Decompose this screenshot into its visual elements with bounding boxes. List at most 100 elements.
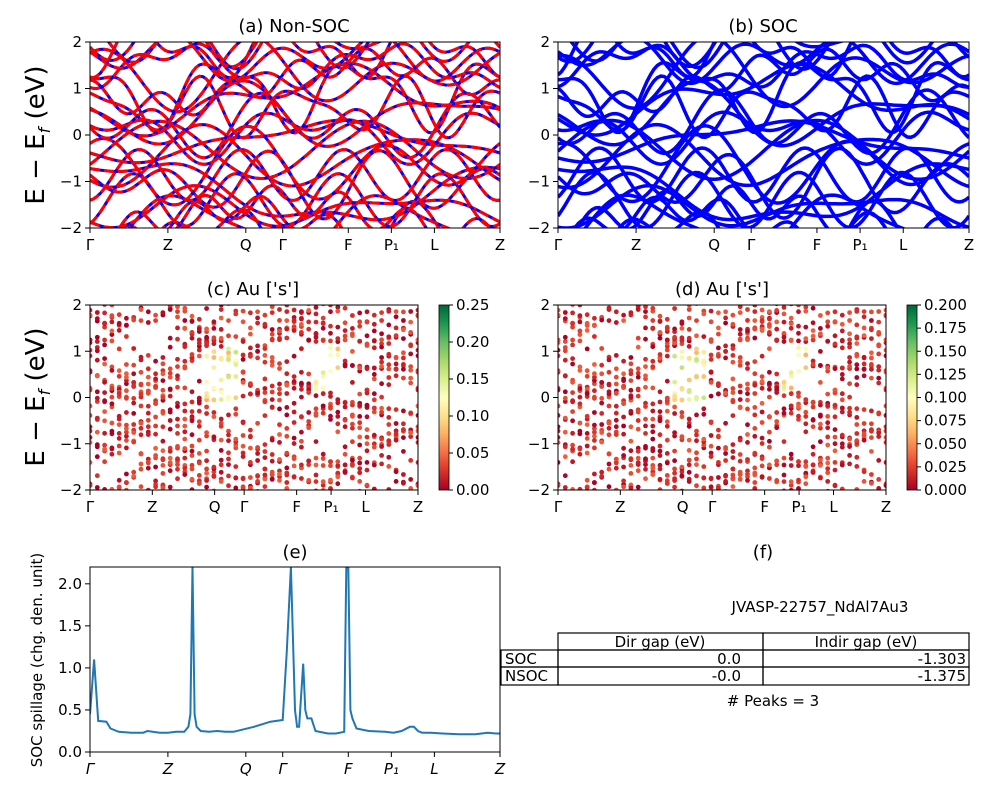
projection-point: [314, 513, 319, 518]
projection-point: [415, 413, 418, 418]
colorbar-tick-label: 0.05: [456, 444, 489, 462]
projection-point: [415, 403, 418, 409]
projection-point: [621, 318, 626, 323]
projection-point: [343, 293, 348, 298]
a-xtick-label: Z: [163, 236, 173, 254]
projection-point: [664, 423, 670, 429]
projection-point: [386, 278, 391, 283]
projection-point: [738, 517, 743, 522]
projection-point: [393, 314, 399, 320]
projection-point: [854, 366, 860, 372]
projection-point: [562, 348, 568, 354]
projection-point: [138, 391, 144, 397]
projection-point: [839, 391, 845, 397]
projection-point: [131, 286, 136, 291]
projection-point: [182, 385, 188, 391]
projection-point: [175, 431, 180, 436]
projection-point: [299, 444, 304, 450]
projection-point: [408, 375, 414, 381]
projection-point: [357, 529, 362, 534]
projection-point: [563, 514, 568, 519]
projection-point: [803, 459, 809, 465]
projection-point: [335, 308, 341, 314]
projection-point: [862, 502, 867, 507]
projection-point: [94, 373, 100, 379]
projection-point: [342, 320, 348, 326]
band-line-red: [90, 123, 500, 189]
projection-point: [357, 300, 362, 305]
projection-point: [342, 424, 348, 430]
projection-point: [306, 478, 312, 483]
projection-point: [161, 297, 166, 302]
projection-point: [650, 326, 656, 331]
projection-point: [328, 309, 333, 315]
projection-point: [723, 451, 728, 456]
projection-point: [657, 399, 663, 405]
projection-point: [745, 457, 750, 462]
projection-point: [401, 499, 406, 504]
projection-point: [745, 406, 750, 412]
projection-point: [109, 428, 115, 434]
projection-point: [393, 373, 399, 379]
projection-point: [175, 336, 180, 342]
projection-point: [175, 290, 180, 295]
panel-d-colorbar: [906, 304, 918, 491]
projection-point: [774, 410, 780, 415]
projection-point: [861, 361, 867, 367]
projection-point: [153, 423, 159, 429]
band-line-red: [90, 162, 500, 222]
projection-point: [701, 362, 707, 367]
projection-point: [124, 388, 129, 394]
projection-point: [876, 330, 882, 335]
projection-point: [291, 374, 297, 379]
projection-point: [313, 455, 319, 461]
projection-point: [182, 416, 188, 422]
projection-point: [335, 324, 341, 330]
projection-point: [752, 509, 757, 514]
projection-point: [657, 462, 663, 468]
projection-point: [269, 363, 275, 368]
projection-point: [102, 418, 107, 424]
projection-point: [153, 358, 159, 364]
projection-point: [204, 458, 210, 464]
projection-point: [313, 305, 319, 310]
projection-point: [408, 458, 414, 463]
projection-point: [613, 432, 619, 437]
projection-point: [796, 459, 801, 464]
projection-point: [839, 328, 845, 334]
d-ytick-label: −1: [528, 435, 550, 453]
projection-point: [226, 357, 231, 362]
colorbar-tick-label: 0.200: [924, 296, 967, 314]
projection-point: [723, 268, 728, 273]
projection-point: [117, 287, 122, 292]
projection-point: [182, 344, 188, 350]
b-ytick-label: −1: [528, 173, 550, 191]
projection-point: [90, 353, 93, 359]
projection-point: [558, 483, 561, 488]
projection-point: [643, 493, 648, 498]
projection-point: [701, 411, 707, 417]
projection-point: [788, 325, 794, 331]
projection-point: [578, 491, 583, 496]
projection-point: [131, 411, 137, 416]
projection-point: [379, 512, 384, 517]
projection-point: [759, 318, 765, 323]
projection-point: [664, 481, 670, 486]
projection-point: [314, 297, 319, 302]
projection-point: [825, 310, 831, 316]
projection-point: [335, 463, 341, 468]
projection-point: [415, 435, 418, 440]
projection-point: [788, 391, 794, 397]
projection-point: [226, 450, 231, 456]
projection-point: [708, 475, 714, 481]
projection-point: [745, 318, 750, 323]
projection-point: [218, 448, 224, 453]
projection-point: [614, 295, 619, 300]
projection-point: [818, 299, 823, 304]
projection-point: [847, 344, 852, 350]
projection-point: [357, 425, 363, 431]
projection-point: [342, 404, 348, 410]
projection-point: [291, 400, 297, 406]
projection-point: [854, 309, 860, 314]
projection-point: [774, 478, 780, 483]
